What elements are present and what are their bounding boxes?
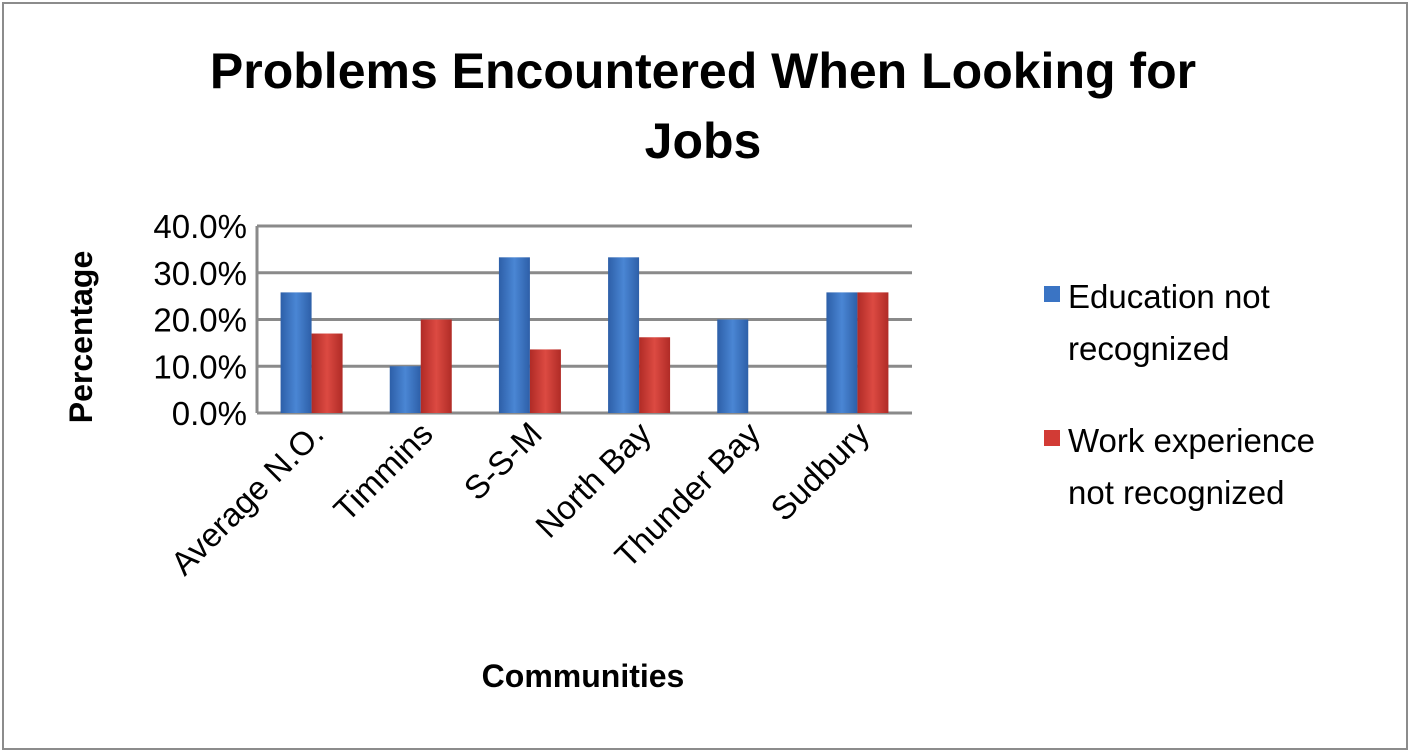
y-tick-label: 20.0% [153, 302, 247, 339]
bar-education [389, 366, 421, 413]
y-tick-label: 0.0% [172, 395, 247, 432]
bar-work-experience [529, 349, 561, 413]
x-tick-label: Sudbury [763, 414, 876, 527]
bar-work-experience [420, 319, 452, 413]
y-tick-label: 30.0% [153, 255, 247, 292]
legend-swatch [1044, 286, 1060, 302]
legend-label: recognized [1068, 330, 1229, 367]
bar-education [717, 319, 749, 413]
x-axis-title: Communities [482, 658, 685, 694]
bar-education [826, 292, 858, 413]
x-tick-label: S-S-M [457, 415, 549, 507]
bar-education [608, 257, 640, 413]
legend-label: not recognized [1068, 474, 1284, 511]
bar-education [280, 292, 312, 413]
bars [280, 257, 889, 413]
gridlines [255, 224, 912, 415]
y-tick-label: 40.0% [153, 208, 247, 245]
y-tick-label: 10.0% [153, 348, 247, 385]
chart-title-line-1: Problems Encountered When Looking for [210, 43, 1196, 99]
legend-swatch [1044, 430, 1060, 446]
legend: Education not recognized Work experience no… [1044, 278, 1315, 511]
bar-work-experience [857, 292, 889, 413]
x-tick-label: Average N.O. [163, 415, 330, 582]
y-axis-ticks: 0.0% 10.0% 20.0% 30.0% 40.0% [153, 208, 247, 432]
bar-education [498, 257, 530, 413]
legend-label: Work experience [1068, 422, 1315, 459]
chart-title-line-2: Jobs [645, 113, 762, 169]
legend-label: Education not [1068, 278, 1270, 315]
bar-work-experience [311, 333, 343, 413]
x-tick-label: Timmins [326, 415, 439, 528]
y-axis-title: Percentage [63, 251, 99, 424]
bar-work-experience [639, 337, 671, 413]
